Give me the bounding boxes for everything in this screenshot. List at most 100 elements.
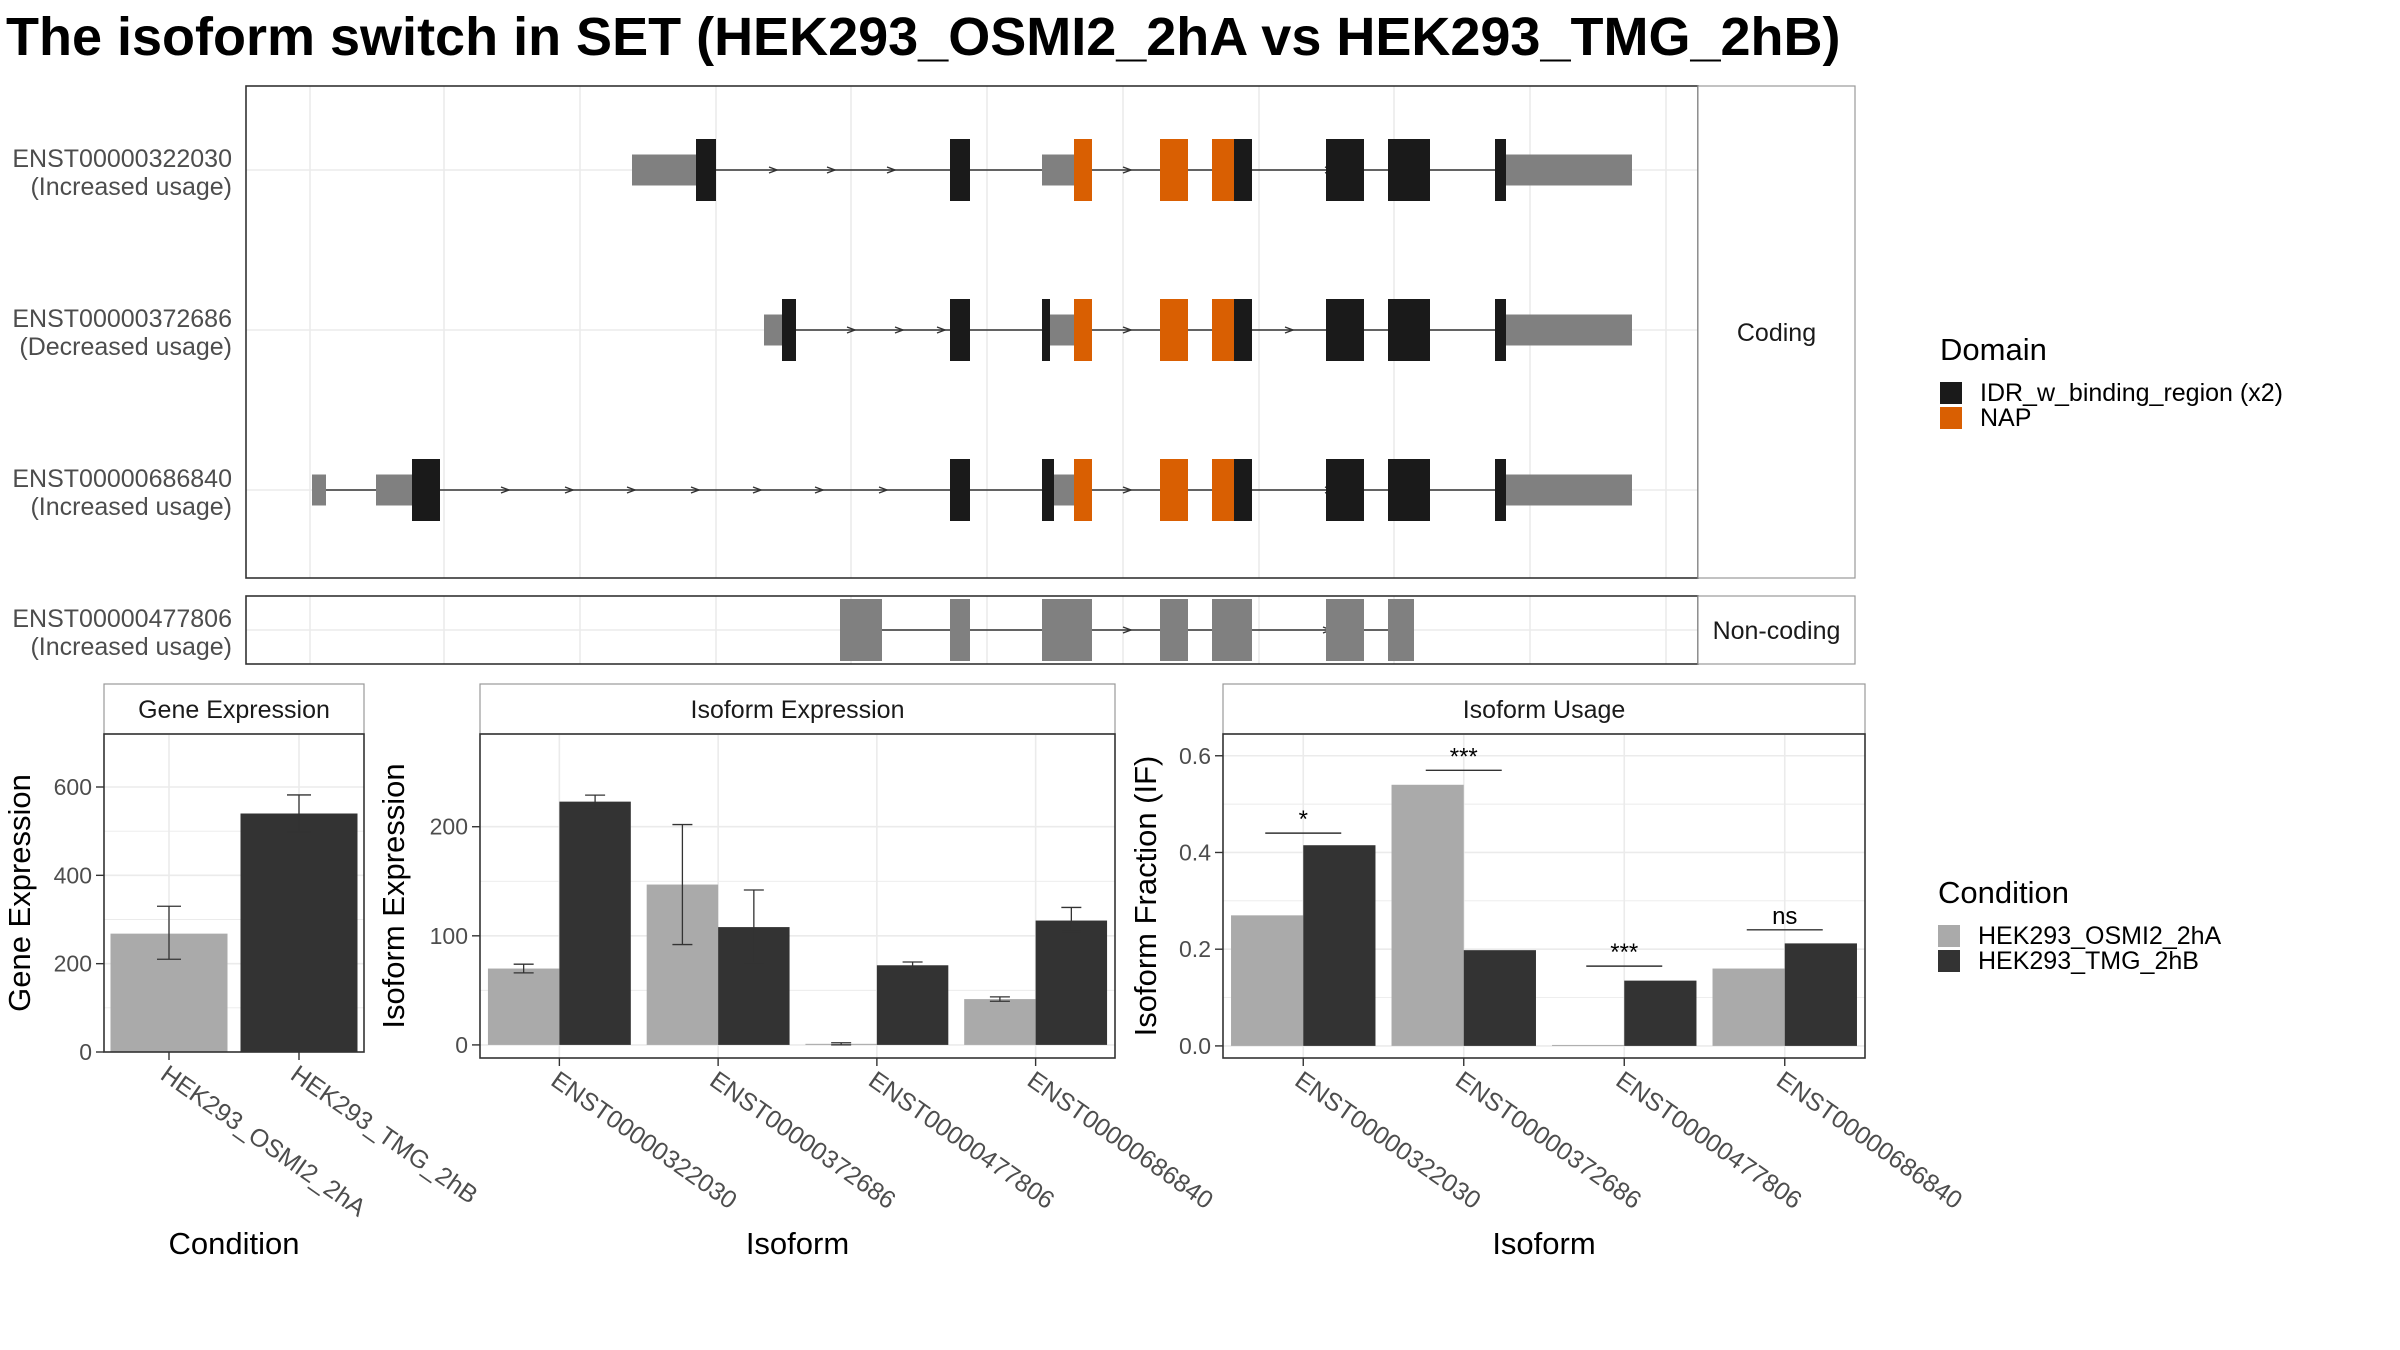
intron-arrow bbox=[894, 326, 905, 334]
domain-legend-label: NAP bbox=[1980, 404, 2031, 432]
domain-idr bbox=[1495, 459, 1506, 521]
chart-title: Isoform Usage bbox=[1463, 696, 1626, 724]
domain-legend-swatch bbox=[1940, 382, 1962, 404]
condition-legend-swatch bbox=[1938, 925, 1960, 947]
exon-utr bbox=[688, 154, 696, 186]
exon-noncoding bbox=[1042, 599, 1092, 661]
exon-utr bbox=[1050, 314, 1074, 346]
y-tick-label: 0.4 bbox=[1179, 839, 1211, 865]
bar bbox=[1463, 950, 1536, 1046]
bar bbox=[1303, 845, 1376, 1046]
exon-utr bbox=[1042, 154, 1074, 186]
y-tick-label: 0.0 bbox=[1179, 1033, 1211, 1059]
exon-utr bbox=[1054, 474, 1074, 506]
bar bbox=[1391, 784, 1464, 1046]
domain-legend-title: Domain bbox=[1940, 332, 2047, 367]
exon-noncoding bbox=[950, 599, 970, 661]
bar bbox=[240, 813, 358, 1052]
strip-label-coding: Coding bbox=[1737, 319, 1816, 347]
intron-arrow bbox=[936, 326, 947, 334]
isoform-id-label: ENST00000372686 bbox=[12, 305, 232, 333]
exon-noncoding bbox=[1160, 599, 1188, 661]
chart-border bbox=[479, 733, 1116, 1059]
intron-arrow bbox=[886, 166, 897, 174]
chart-strip bbox=[479, 683, 1116, 735]
domain-nap bbox=[1212, 459, 1234, 521]
bar bbox=[1552, 1044, 1625, 1046]
domain-nap bbox=[1160, 299, 1188, 361]
domain-legend-swatch bbox=[1940, 407, 1962, 429]
domain-idr bbox=[412, 459, 440, 521]
bar bbox=[559, 801, 631, 1045]
intron-arrow bbox=[1122, 486, 1133, 494]
intron-arrow bbox=[768, 166, 779, 174]
domain-idr bbox=[1326, 299, 1364, 361]
intron-arrow bbox=[826, 166, 837, 174]
bar bbox=[1231, 915, 1304, 1046]
domain-nap bbox=[1074, 139, 1092, 201]
y-axis-label: Gene Expression bbox=[2, 774, 37, 1012]
isoform-usage-label: (Increased usage) bbox=[30, 173, 232, 201]
isoform-id-label: ENST00000477806 bbox=[12, 605, 232, 633]
bar bbox=[876, 965, 949, 1045]
domain-idr bbox=[696, 139, 716, 201]
domain-idr bbox=[1042, 299, 1050, 361]
structure-panel-bg bbox=[246, 86, 1698, 578]
condition-legend-title: Condition bbox=[1938, 875, 2069, 910]
bar bbox=[964, 999, 1036, 1045]
intron-arrow bbox=[1122, 166, 1133, 174]
bar-chart-1: Isoform Expression0100200ENST00000322030… bbox=[376, 683, 1218, 1261]
domain-nap bbox=[1212, 299, 1234, 361]
exon-noncoding bbox=[1388, 599, 1414, 661]
domain-idr bbox=[1234, 299, 1252, 361]
intron-arrow bbox=[814, 486, 825, 494]
intron-arrow bbox=[500, 486, 511, 494]
domain-nap bbox=[1074, 459, 1092, 521]
facet-strip bbox=[1697, 85, 1856, 579]
significance-label: *** bbox=[1450, 743, 1478, 770]
condition-legend-label: HEK293_TMG_2hB bbox=[1978, 947, 2199, 975]
exon-utr bbox=[312, 474, 326, 506]
y-tick-label: 100 bbox=[430, 923, 468, 949]
isoform-usage-label: (Increased usage) bbox=[30, 493, 232, 521]
intron-arrow bbox=[846, 326, 857, 334]
exon-utr bbox=[376, 474, 404, 506]
y-tick-label: 600 bbox=[54, 774, 92, 800]
y-tick-label: 0 bbox=[455, 1032, 468, 1058]
bar-charts: Gene Expression 0 200 400 600 HEK293_OSMI2_2h… bbox=[2, 683, 1967, 1261]
intron-arrow bbox=[1284, 326, 1295, 334]
bar bbox=[1712, 968, 1785, 1046]
legends: Domain IDR_w_binding_region (x2)NAP Condit… bbox=[1938, 332, 2283, 975]
isoform-usage-label: (Decreased usage) bbox=[19, 333, 232, 361]
condition-legend-label: HEK293_OSMI2_2hA bbox=[1978, 922, 2222, 950]
facet-strip bbox=[1697, 595, 1856, 665]
y-tick-label: 0 bbox=[79, 1039, 92, 1065]
domain-idr bbox=[950, 299, 970, 361]
domain-idr bbox=[1234, 139, 1252, 201]
intron-arrow bbox=[626, 486, 637, 494]
domain-idr bbox=[782, 299, 796, 361]
domain-nap bbox=[1160, 459, 1188, 521]
intron-arrow bbox=[878, 486, 889, 494]
chart-title: Isoform Expression bbox=[691, 696, 905, 724]
x-axis-label: Condition bbox=[169, 1226, 300, 1261]
exon-utr bbox=[776, 314, 782, 346]
exon-utr bbox=[764, 314, 776, 346]
exon-utr bbox=[404, 474, 412, 506]
exon-utr bbox=[1506, 154, 1514, 186]
y-axis-label: Isoform Expression bbox=[376, 763, 411, 1028]
significance-label: ns bbox=[1772, 903, 1797, 930]
chart-border bbox=[1222, 733, 1866, 1059]
domain-idr bbox=[950, 459, 970, 521]
exon-noncoding bbox=[1212, 599, 1252, 661]
bar bbox=[1624, 980, 1697, 1046]
exon-utr bbox=[1506, 314, 1514, 346]
exon-utr bbox=[1514, 154, 1632, 186]
exon-utr bbox=[632, 154, 688, 186]
bar bbox=[487, 968, 560, 1045]
y-tick-label: 0.6 bbox=[1179, 743, 1211, 769]
intron-arrow bbox=[690, 486, 701, 494]
y-tick-label: 200 bbox=[54, 951, 92, 977]
isoform-id-label: ENST00000686840 bbox=[12, 465, 232, 493]
isoform-structure-plot: CodingNon-codingENST00000322030(Increase… bbox=[12, 85, 1856, 665]
